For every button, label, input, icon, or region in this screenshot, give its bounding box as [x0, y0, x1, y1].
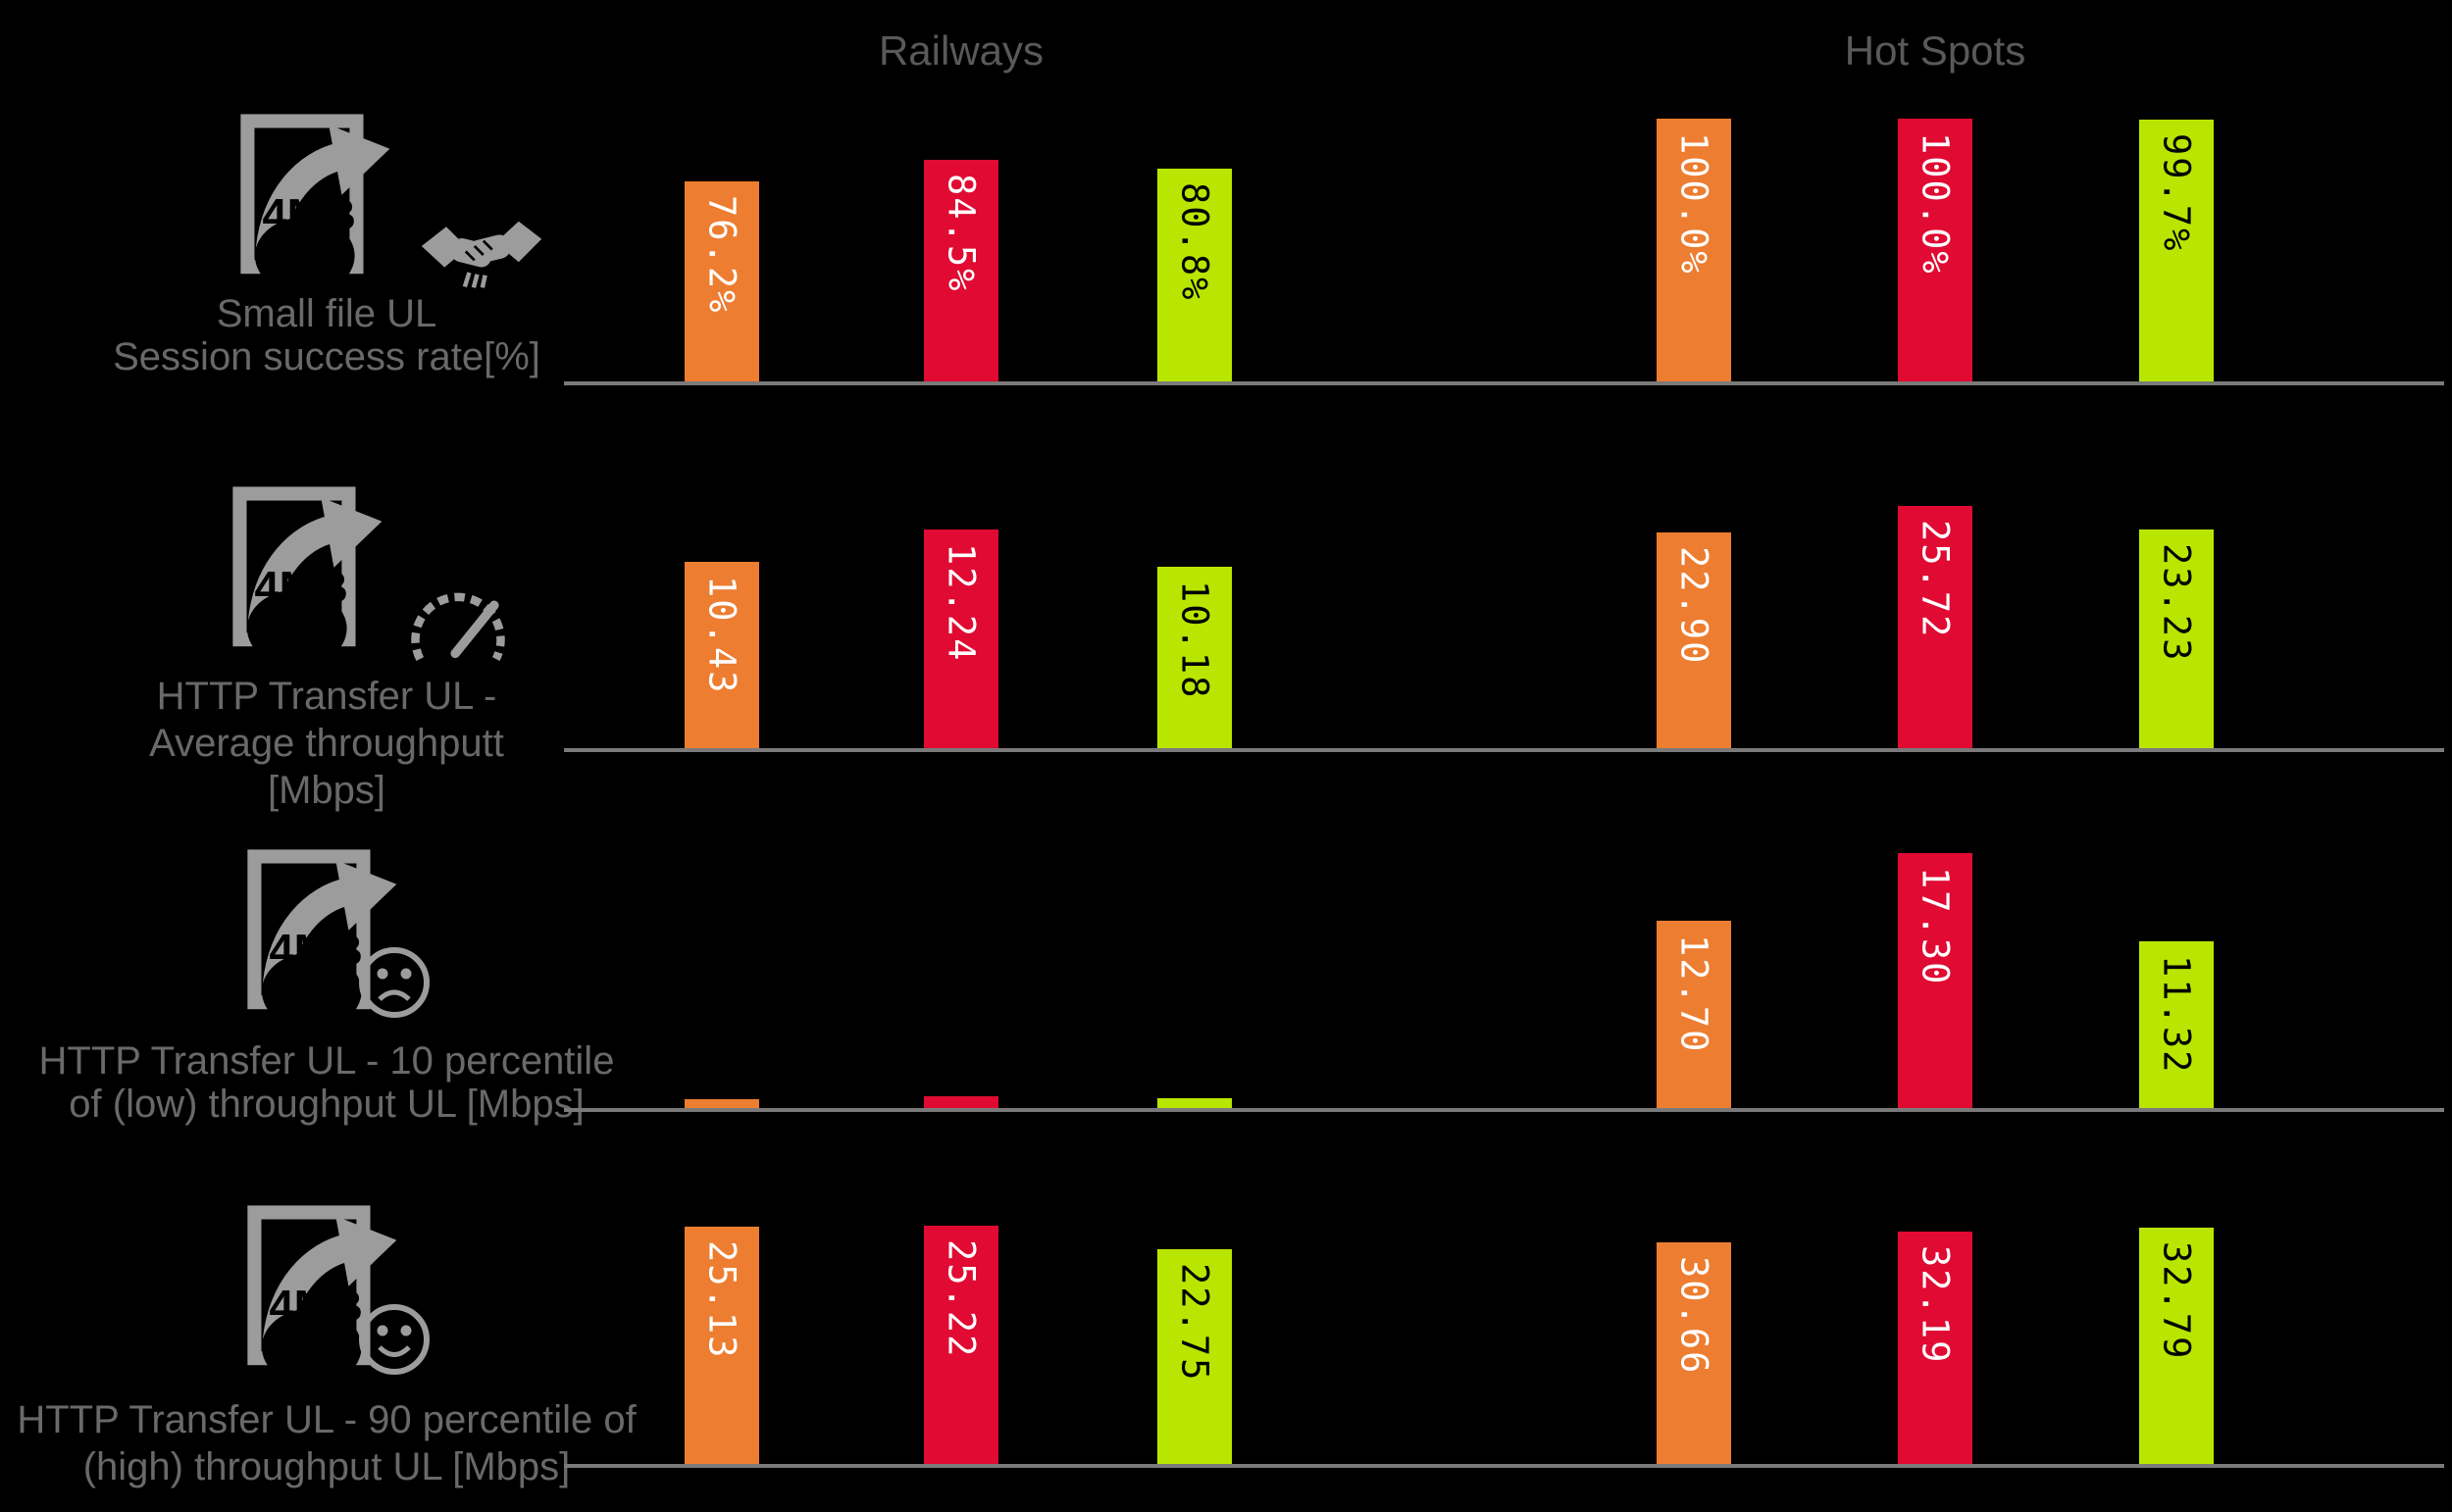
bar-hotspots-red [1898, 1232, 1972, 1464]
metric-label-line: Small file UL [216, 292, 437, 335]
sad-face-icon [355, 943, 434, 1027]
axis-baseline [564, 748, 2444, 752]
bar-railways-orange [685, 1227, 759, 1464]
handshake-icon [420, 210, 543, 305]
bar-value-text: 22.90 [1672, 546, 1715, 666]
bar-railways-red [924, 160, 998, 381]
metric-label-line: Average throughputt [149, 722, 504, 765]
bar-value-label: 25.22 [924, 1239, 998, 1454]
bar-hotspots-red [1898, 119, 1972, 381]
bar-value-label: 100.0% [1657, 132, 1731, 372]
bar-hotspots-orange [1657, 921, 1731, 1108]
bar-value-label: 10.43 [685, 576, 759, 738]
bar-value-label: 99.7% [2139, 133, 2214, 372]
bar-value-label: 76.2% [685, 195, 759, 372]
svg-text:4MB: 4MB [269, 1282, 362, 1332]
bar-hotspots-green [2139, 120, 2214, 381]
bar-value-label: 84.5% [924, 174, 998, 372]
svg-text:4MB: 4MB [254, 563, 347, 613]
bar-value-text: 100.0% [1914, 132, 1957, 276]
bar-value-label: 80.8% [1157, 182, 1232, 372]
bar-railways-red [924, 1226, 998, 1464]
svg-text:4MB: 4MB [269, 926, 362, 976]
bar-value-label: 30.66 [1657, 1256, 1731, 1454]
bar-railways-orange [685, 1099, 759, 1108]
bar-value-label: 32.19 [1898, 1245, 1972, 1454]
metric-label-line: Session success rate[%] [113, 335, 540, 378]
bar-value-label: 23.23 [2139, 543, 2214, 738]
axis-baseline [564, 381, 2444, 385]
file-upload-icon: 4MB [245, 1199, 402, 1386]
bar-value-label: 25.72 [1898, 520, 1972, 738]
bar-hotspots-orange [1657, 532, 1731, 748]
bar-value-text: 11.32 [2155, 955, 2198, 1075]
bar-hotspots-green [2139, 529, 2214, 748]
svg-text:4MB: 4MB [262, 190, 355, 240]
bar-value-text: 84.5% [940, 174, 983, 293]
bar-value-label: 22.90 [1657, 546, 1731, 738]
metric-label-line: HTTP Transfer UL - 10 percentile [38, 1039, 615, 1083]
bar-value-text: 32.79 [2155, 1241, 2198, 1361]
file-upload-icon: 4MB [230, 480, 387, 668]
bar-hotspots-orange [1657, 119, 1731, 381]
bar-value-text: 100.0% [1672, 132, 1715, 276]
bar-railways-orange [685, 181, 759, 381]
bar-value-text: 32.19 [1914, 1245, 1957, 1365]
bar-value-label: 12.24 [924, 543, 998, 738]
bar-value-text: 76.2% [700, 195, 743, 315]
bar-value-text: 17.30 [1914, 867, 1957, 986]
bar-hotspots-green [2139, 941, 2214, 1108]
bar-value-text: 25.13 [700, 1240, 743, 1360]
metric-label-line: HTTP Transfer UL - 90 percentile of [17, 1398, 637, 1441]
metric-label-line: (high) throughput UL [Mbps] [82, 1445, 571, 1488]
bar-value-text: 99.7% [2155, 133, 2198, 253]
bar-value-text: 10.18 [1173, 580, 1216, 700]
bar-value-label: 25.13 [685, 1240, 759, 1454]
bar-value-text: 10.43 [700, 576, 743, 695]
bar-hotspots-green [2139, 1228, 2214, 1464]
bar-value-text: 12.24 [940, 543, 983, 663]
bar-railways-red [924, 529, 998, 748]
bar-railways-red [924, 1096, 998, 1108]
happy-face-icon [355, 1300, 434, 1384]
bar-value-text: 30.66 [1672, 1256, 1715, 1376]
bar-value-text: 22.75 [1173, 1263, 1216, 1383]
bar-value-label: 10.18 [1157, 580, 1232, 738]
bar-value-text: 23.23 [2155, 543, 2198, 663]
metric-label-line: HTTP Transfer UL - [156, 675, 497, 718]
bar-railways-green [1157, 1098, 1232, 1108]
bar-railways-green [1157, 169, 1232, 381]
bar-railways-green [1157, 567, 1232, 748]
metric-label-line: of (low) throughput UL [Mbps] [69, 1083, 585, 1126]
bar-railways-green [1157, 1249, 1232, 1464]
bar-value-text: 12.70 [1672, 934, 1715, 1054]
railways-group-title: Railways [878, 27, 1045, 74]
bar-value-text: 25.22 [940, 1239, 983, 1359]
axis-baseline [564, 1108, 2444, 1112]
metric-label-line: [Mbps] [267, 769, 386, 812]
bar-value-label: 11.32 [2139, 955, 2214, 1098]
bar-railways-orange [685, 562, 759, 748]
hotspots-group-title: Hot Spots [1844, 27, 2026, 74]
speedometer-icon [407, 584, 509, 674]
bar-value-label: 100.0% [1898, 132, 1972, 372]
bar-value-label: 32.79 [2139, 1241, 2214, 1454]
file-upload-icon: 4MB [245, 843, 402, 1031]
bar-hotspots-orange [1657, 1242, 1731, 1464]
bar-value-text: 80.8% [1173, 182, 1216, 302]
bar-value-label: 22.75 [1157, 1263, 1232, 1454]
bar-hotspots-red [1898, 853, 1972, 1108]
bar-hotspots-red [1898, 506, 1972, 748]
axis-baseline [564, 1464, 2444, 1468]
bar-value-text: 25.72 [1914, 520, 1957, 639]
bar-value-label: 17.30 [1898, 867, 1972, 1098]
bar-value-label: 12.70 [1657, 934, 1731, 1098]
file-upload-icon: 4MB [238, 108, 395, 295]
